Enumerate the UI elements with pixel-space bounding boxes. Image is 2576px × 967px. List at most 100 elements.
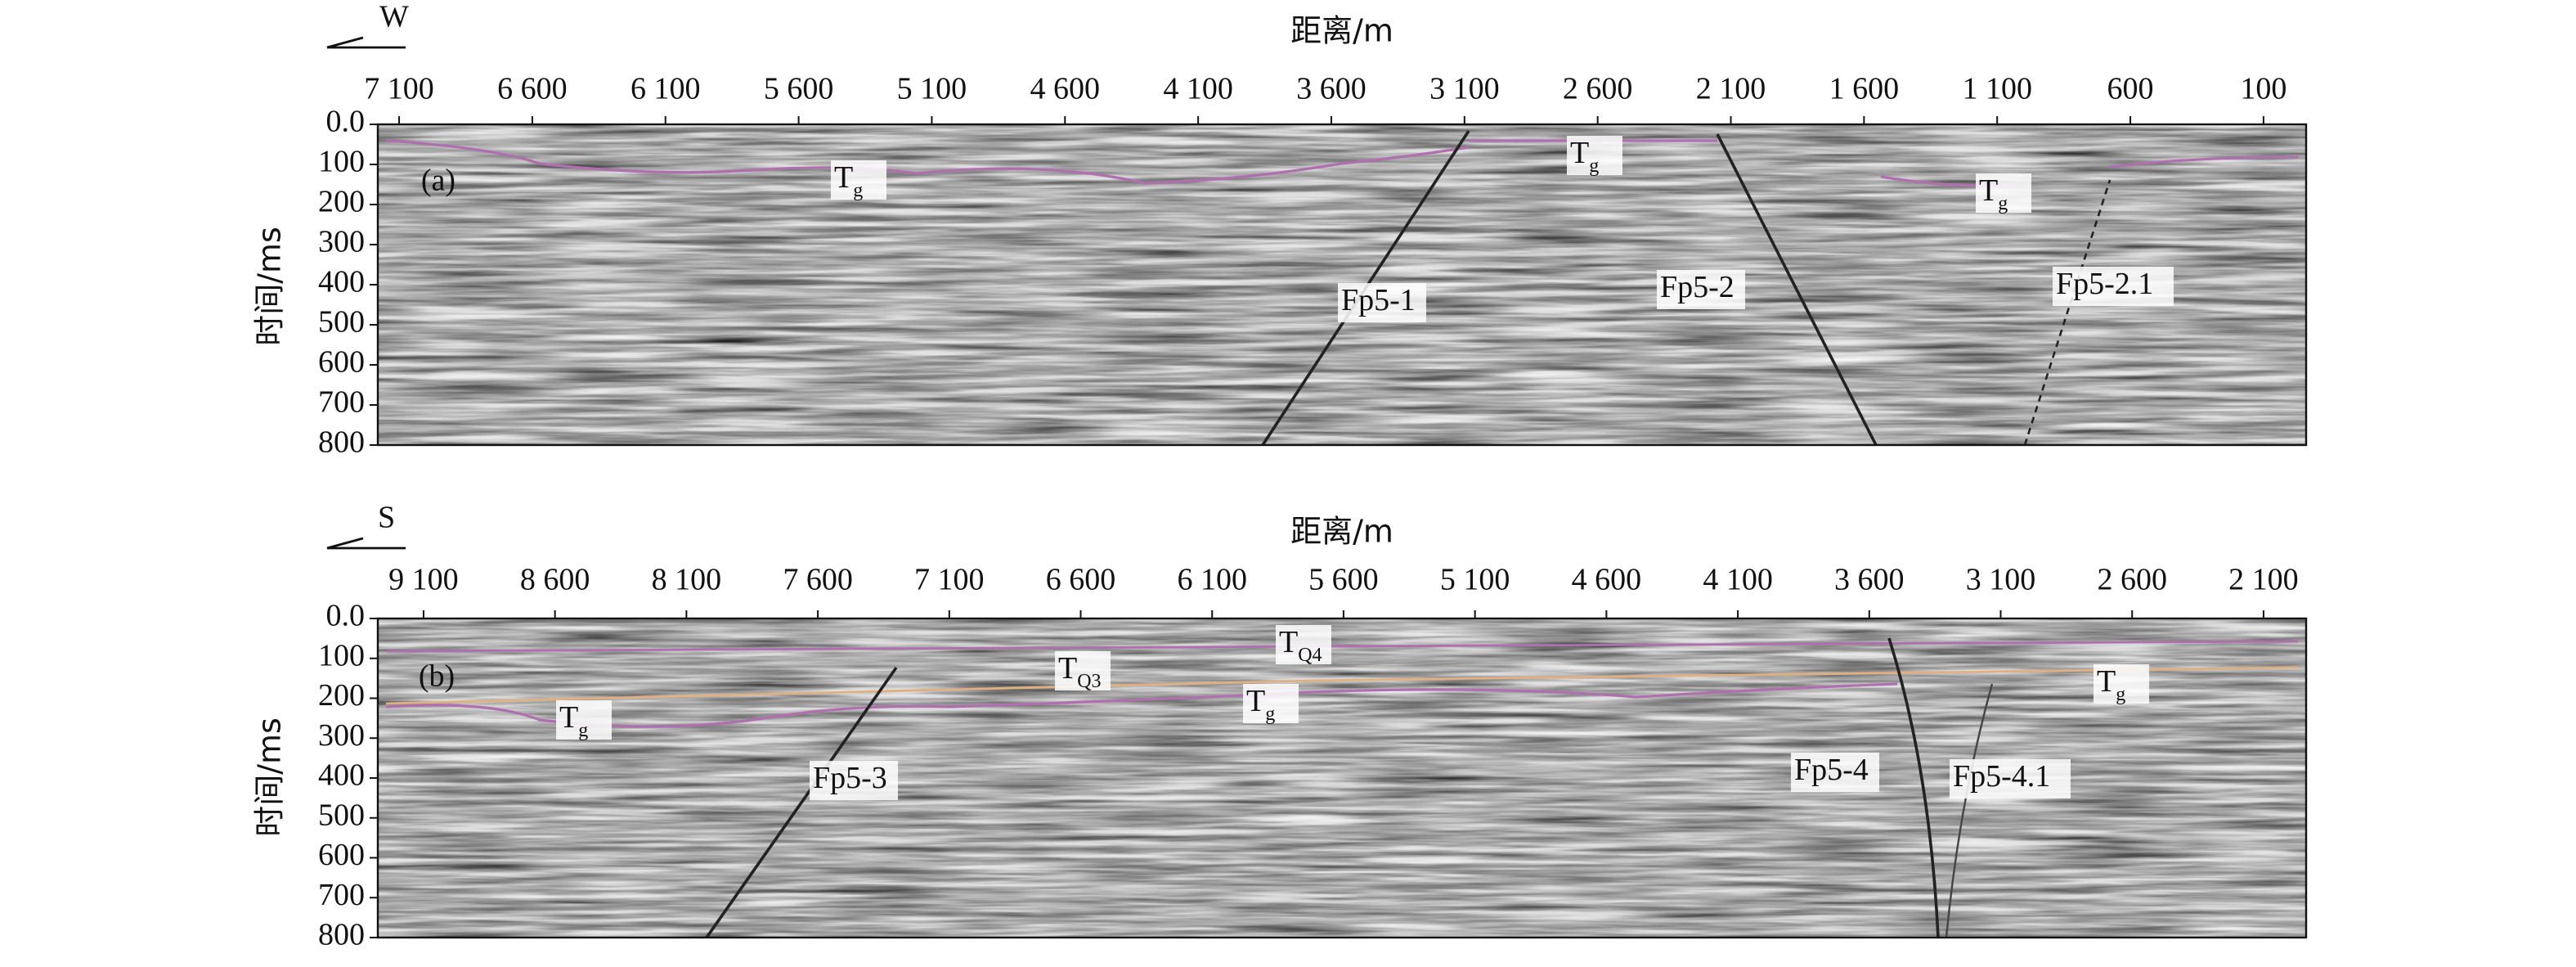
y-tick-label: 400 — [318, 265, 365, 299]
x-tick-label: 5 600 — [1308, 563, 1379, 597]
annotation-bg — [831, 160, 886, 200]
annotation-bg — [2053, 267, 2174, 306]
x-tick-label: 6 600 — [1046, 563, 1116, 597]
annotation: Tg — [1246, 684, 1275, 725]
annotation-main: T — [559, 700, 578, 735]
annotation-main: Fp5-2.1 — [2056, 267, 2153, 301]
annotation-bg — [1657, 270, 1745, 309]
x-tick-label: 2 600 — [1563, 72, 1633, 106]
annotation-bg — [556, 700, 612, 740]
horizon — [385, 666, 2299, 705]
x-axis-title: 距离/m — [1290, 514, 1393, 550]
x-tick-label: 7 100 — [914, 563, 985, 597]
annotation-sub: g — [1589, 155, 1599, 177]
fault-line — [1716, 133, 1878, 446]
x-tick-label: 2 100 — [1696, 72, 1766, 106]
x-tick-label: 3 100 — [1429, 72, 1500, 106]
x-tick-label: 8 100 — [652, 563, 722, 597]
annotation-sub: Q3 — [1077, 671, 1101, 692]
y-tick-label: 600 — [318, 838, 365, 872]
y-tick-label: 0.0 — [326, 599, 366, 633]
y-axis-title: 时间/ms — [252, 227, 288, 346]
annotation-bg — [810, 761, 898, 800]
x-tick-label: 7 100 — [364, 72, 434, 106]
y-tick-label: 200 — [318, 678, 365, 713]
x-tick-label: 7 600 — [783, 563, 853, 597]
annotation-bg — [1276, 625, 1331, 664]
annotation-main: T — [1279, 625, 1298, 659]
fault-line — [1887, 637, 1940, 938]
annotation-sub: g — [1998, 193, 2008, 214]
x-tick-label: 5 100 — [1440, 563, 1510, 597]
annotation: Tg — [834, 160, 863, 201]
y-tick-label: 100 — [318, 145, 365, 179]
annotation: Fp5-4 — [1794, 753, 1869, 787]
decor — [326, 36, 2308, 939]
direction-label: S — [378, 501, 395, 535]
annotation-sub: g — [853, 180, 863, 201]
annotation: Fp5-3 — [813, 761, 887, 795]
x-tick-label: 5 100 — [897, 72, 967, 106]
y-tick-label: 700 — [318, 385, 365, 420]
y-tick-label: 500 — [318, 305, 365, 340]
annotation-main: T — [1570, 136, 1589, 170]
annotation-bg — [1950, 759, 2071, 798]
direction-arrow — [326, 36, 406, 49]
x-tick-label: 2 100 — [2228, 563, 2299, 597]
annotation-main: T — [2097, 664, 2116, 699]
y-tick-label: 800 — [318, 425, 365, 460]
horizon — [385, 139, 1470, 185]
x-tick-label: 6 600 — [497, 72, 568, 106]
y-tick-label: 500 — [318, 798, 365, 832]
annotation-main: Fp5-3 — [813, 761, 887, 795]
annotation-bg — [2094, 664, 2149, 704]
y-tick-label: 100 — [318, 638, 365, 672]
annotation-main: T — [834, 160, 853, 195]
annotation: Fp5-1 — [1341, 283, 1416, 317]
annotation: Tg — [2097, 664, 2125, 705]
annotation-sub: g — [578, 720, 588, 741]
x-tick-label: 1 100 — [1962, 72, 2032, 106]
y-tick-label: 200 — [318, 185, 365, 219]
y-tick-label: 600 — [318, 345, 365, 380]
annotation: TQ3 — [1058, 651, 1102, 692]
y-axis-title: 时间/ms — [252, 717, 288, 837]
annotation: Fp5-2 — [1660, 270, 1735, 304]
y-tick-label: 400 — [318, 758, 365, 793]
x-tick-label: 4 100 — [1163, 72, 1233, 106]
x-tick-label: 4 600 — [1572, 563, 1642, 597]
annotation-main: T — [1246, 684, 1265, 718]
fault-line — [705, 666, 898, 939]
panel-label: (a) — [421, 164, 456, 198]
annotation-sub: g — [2116, 684, 2125, 705]
x-tick-label: 6 100 — [1177, 563, 1247, 597]
x-tick-label: 4 600 — [1030, 72, 1101, 106]
annotation-bg — [1976, 173, 2031, 213]
y-tick-label: 700 — [318, 878, 365, 912]
x-tick-label: 9 100 — [388, 563, 459, 597]
annotation-main: Fp5-4 — [1794, 753, 1869, 787]
x-axis-title: 距离/m — [1290, 13, 1393, 49]
x-tick-label: 1 600 — [1829, 72, 1900, 106]
panel-label: (b) — [419, 659, 455, 694]
annotation-bg — [1055, 651, 1111, 690]
x-tick-label: 3 100 — [1966, 563, 2036, 597]
annotation: Tg — [559, 700, 588, 741]
annotation: Tg — [1570, 136, 1599, 177]
horizon — [385, 640, 2299, 653]
annotation-bg — [1791, 753, 1879, 792]
fault-line — [2023, 179, 2112, 446]
annotation: Tg — [1979, 173, 2008, 214]
fault-line — [1945, 683, 1994, 938]
annotation-sub: g — [1265, 704, 1275, 725]
annotation: Fp5-2.1 — [2056, 267, 2153, 301]
annotation-main: Fp5-1 — [1341, 283, 1416, 317]
annotation-main: T — [1058, 651, 1077, 686]
annotation-main: Fp5-2 — [1660, 270, 1735, 304]
x-tick-label: 5 600 — [764, 72, 834, 106]
annotation-main: T — [1979, 173, 1998, 208]
annotation: Fp5-4.1 — [1953, 759, 2050, 794]
